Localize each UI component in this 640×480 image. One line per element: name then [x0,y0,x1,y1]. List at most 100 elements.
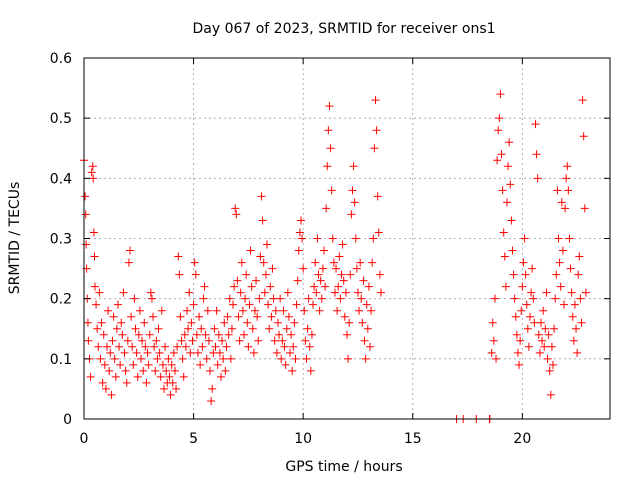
data-point [569,336,578,345]
data-point [288,366,297,375]
data-point [203,306,212,315]
data-point [299,264,308,273]
data-point [371,96,380,105]
data-point [501,282,510,291]
data-point [524,342,533,351]
data-point [494,126,503,135]
data-point [362,300,371,309]
data-point [221,366,230,375]
data-point [540,342,549,351]
data-point [290,318,299,327]
data-point [250,306,259,315]
data-point [568,312,577,321]
data-point [528,264,537,273]
data-point [304,294,313,303]
data-point [267,312,276,321]
data-point [139,366,148,375]
data-point [244,342,253,351]
data-point [368,258,377,267]
x-tick-labels: 0 5 10 15 20 [80,431,532,447]
data-point [230,282,239,291]
data-point [509,270,518,279]
data-point [493,156,502,165]
data-point [149,312,158,321]
data-point [275,330,284,339]
data-point [225,294,234,303]
data-point [518,282,527,291]
data-point [109,312,118,321]
data-point [513,348,522,357]
data-point [302,354,311,363]
data-point [580,204,589,213]
data-point [283,288,292,297]
data-point [293,276,302,285]
data-point [280,342,289,351]
data-point [198,342,207,351]
data-point [532,150,541,159]
data-point [363,324,372,333]
data-point [567,288,576,297]
data-point [520,234,529,243]
data-point [253,312,262,321]
data-point [322,204,331,213]
data-point [553,186,562,195]
data-point [552,270,561,279]
data-point [550,324,559,333]
data-point [105,366,114,375]
data-point [249,348,258,357]
y-tick-label: 0.3 [50,232,72,248]
data-point [159,384,168,393]
data-point [115,342,124,351]
data-point [324,126,333,135]
data-point [195,312,204,321]
data-point [88,162,97,171]
data-point [337,270,346,279]
data-point [573,348,582,357]
data-point [504,162,513,171]
data-point [502,198,511,207]
data-point [190,258,199,267]
data-point [135,306,144,315]
data-point [103,342,112,351]
data-point [519,258,528,267]
data-point [292,300,301,309]
data-point [564,186,573,195]
data-point [307,330,316,339]
data-point [113,300,122,309]
data-point [145,330,154,339]
data-point [268,264,277,273]
data-point [161,342,170,351]
data-point [522,300,531,309]
data-point [181,342,190,351]
data-point [204,336,213,345]
data-point [284,312,293,321]
data-point [554,234,563,243]
data-point [87,168,96,177]
data-point [178,354,187,363]
data-point [279,306,288,315]
data-point [207,396,216,405]
data-point [321,282,330,291]
data-point [264,300,273,309]
data-point [359,276,368,285]
data-point [188,336,197,345]
data-point [561,204,570,213]
axis-ticks [83,57,610,420]
data-point [345,318,354,327]
data-point [336,294,345,303]
data-point [570,300,579,309]
data-point [185,288,194,297]
data-point [309,300,318,309]
data-point [142,378,151,387]
data-point [174,252,183,261]
data-point [189,300,198,309]
data-point [556,282,565,291]
data-point [169,348,178,357]
data-point [287,330,296,339]
data-points [80,90,590,423]
data-point [505,138,514,147]
data-point [168,378,177,387]
data-point [545,366,554,375]
data-point [374,228,383,237]
